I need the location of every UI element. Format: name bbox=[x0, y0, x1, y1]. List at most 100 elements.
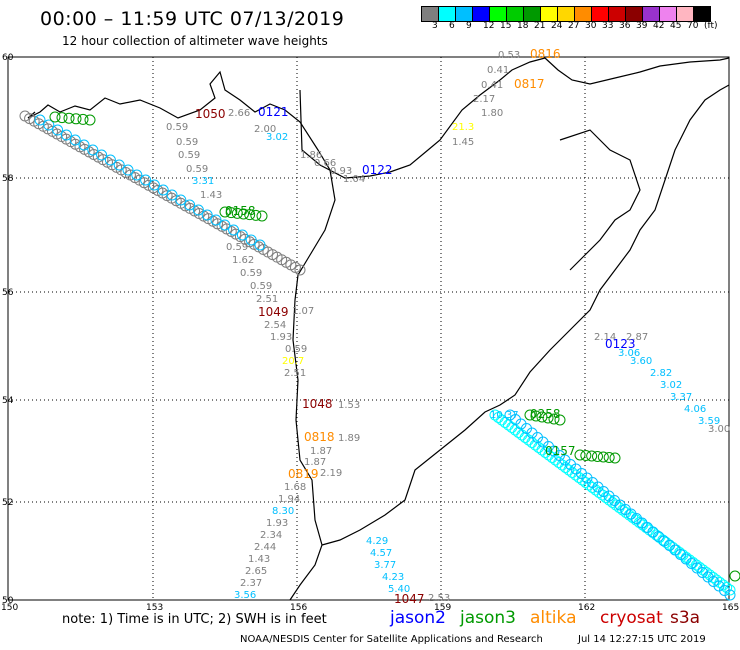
wave-height-label: 3.31 bbox=[192, 176, 214, 187]
wave-height-label: 2.19 bbox=[320, 468, 342, 479]
track-point bbox=[113, 159, 125, 171]
track-point bbox=[49, 111, 61, 123]
wave-height-label: 3.56 bbox=[234, 590, 256, 601]
track-point bbox=[78, 139, 90, 151]
wave-height-label: 2.14 bbox=[594, 332, 616, 343]
footer-note: note: 1) Time is in UTC; 2) SWH is in fe… bbox=[62, 612, 327, 627]
track-point bbox=[502, 419, 514, 431]
wave-height-label: 0123 bbox=[605, 337, 636, 351]
lat-label: 54 bbox=[2, 396, 14, 406]
track-point bbox=[175, 194, 187, 206]
lon-label: 156 bbox=[290, 603, 307, 613]
wave-height-label: 1.45 bbox=[452, 137, 474, 148]
wave-height-label: 2.37 bbox=[240, 578, 262, 589]
lat-lon-grid bbox=[7, 56, 730, 601]
scale-label: 12 bbox=[483, 21, 495, 31]
wave-height-label: 0.59 bbox=[176, 137, 198, 148]
wave-height-label: 1.07 bbox=[292, 306, 314, 317]
track-point bbox=[236, 229, 248, 241]
track-point bbox=[52, 124, 64, 136]
wave-height-label: 2.17 bbox=[473, 94, 495, 105]
track-point bbox=[192, 204, 204, 216]
wave-height-label: 1.04 bbox=[343, 174, 365, 185]
track-point bbox=[210, 214, 222, 226]
wave-height-label: 2.00 bbox=[254, 124, 276, 135]
wave-height-label: 1.93 bbox=[270, 332, 292, 343]
wave-height-label: 0818 bbox=[304, 430, 335, 444]
lon-label: 162 bbox=[578, 603, 595, 613]
wave-height-label: 1.94 bbox=[278, 494, 300, 505]
track-point bbox=[729, 570, 740, 582]
track-point bbox=[166, 189, 178, 201]
wave-height-label: 0819 bbox=[288, 467, 319, 481]
wave-height-label: 1047 bbox=[394, 592, 425, 606]
coast-segment bbox=[559, 129, 641, 271]
wave-height-label: 0121 bbox=[258, 105, 289, 119]
wave-height-label: 4.57 bbox=[370, 548, 392, 559]
scale-label: 45 bbox=[670, 21, 682, 31]
wave-height-label: 3.00 bbox=[708, 424, 730, 435]
scale-label: 39 bbox=[636, 21, 648, 31]
satellite-s3a: s3a bbox=[670, 608, 701, 628]
wave-height-label: 0.59 bbox=[178, 150, 200, 161]
satellite-jason2: jason2 bbox=[390, 608, 446, 628]
wave-height-label: 5.40 bbox=[388, 584, 410, 595]
lon-label: 150 bbox=[1, 603, 18, 613]
track-point bbox=[524, 409, 536, 421]
lon-label: 153 bbox=[146, 603, 163, 613]
track-point bbox=[256, 210, 268, 222]
track-point bbox=[238, 208, 249, 220]
track-point bbox=[63, 112, 75, 124]
wave-height-label: 2.82 bbox=[650, 368, 672, 379]
track-point bbox=[148, 179, 160, 191]
wave-height-label: 8.30 bbox=[272, 506, 294, 517]
wave-height-label: 1.43 bbox=[248, 554, 270, 565]
wave-height-label: 0.41 bbox=[487, 65, 509, 76]
lat-label: 56 bbox=[2, 288, 14, 298]
track-point bbox=[724, 589, 736, 601]
track-point bbox=[592, 451, 603, 462]
scale-label: 36 bbox=[619, 21, 631, 31]
lat-label: 52 bbox=[2, 498, 13, 508]
track-point bbox=[554, 414, 566, 426]
track-point bbox=[225, 207, 237, 219]
credit-text: NOAA/NESDIS Center for Satellite Applica… bbox=[240, 634, 543, 645]
track-point bbox=[84, 114, 96, 126]
wave-height-label: 1.87 bbox=[304, 457, 326, 468]
coast-segment bbox=[27, 70, 301, 123]
map-labels: 0816 0.53 0.41 0.41 0817 2.17 1.80 21.3 1.45 1050… bbox=[166, 47, 730, 606]
wave-height-label: 3.02 bbox=[266, 132, 288, 143]
coast-segment bbox=[27, 111, 36, 119]
lat-label: 60 bbox=[2, 53, 14, 63]
scale-label: 9 bbox=[466, 21, 472, 31]
track-point bbox=[516, 429, 528, 441]
wave-height-label: 0.66 bbox=[314, 158, 336, 169]
track-point bbox=[530, 410, 542, 422]
wave-height-label: 1.87 bbox=[310, 446, 332, 457]
track-point bbox=[519, 432, 531, 443]
track-point bbox=[70, 113, 82, 125]
wave-height-label: 0.59 bbox=[285, 344, 307, 355]
wave-height-label: 1.68 bbox=[284, 482, 306, 493]
coast-segment bbox=[289, 121, 336, 601]
wave-height-label: 0.59 bbox=[226, 242, 248, 253]
wave-height-label: 3.06 bbox=[618, 348, 640, 359]
track-point bbox=[245, 234, 257, 246]
wave-height-label: 3.77 bbox=[374, 560, 396, 571]
wave-height-label: 2.53 bbox=[428, 593, 450, 604]
track-point bbox=[104, 154, 116, 166]
track-point bbox=[34, 114, 46, 126]
map-frame bbox=[7, 56, 730, 601]
track-point bbox=[228, 224, 240, 236]
page-subtitle: 12 hour collection of altimeter wave hei… bbox=[62, 34, 328, 48]
wave-height-label: 3.37 bbox=[670, 392, 692, 403]
satellite-cryosat: cryosat bbox=[600, 608, 663, 628]
color-scale-labels: 3 6 9 12 15 18 21 24 27 30 33 36 39 42 45 70 (ft) bbox=[422, 21, 740, 35]
wave-height-label: 1049 bbox=[258, 305, 289, 319]
scale-label: 42 bbox=[653, 21, 665, 31]
satellite-altika: altika bbox=[530, 608, 577, 628]
track-point bbox=[536, 411, 548, 423]
wave-height-label: 0816 bbox=[530, 47, 561, 61]
coast-segment bbox=[299, 57, 546, 179]
track-point bbox=[586, 450, 598, 462]
